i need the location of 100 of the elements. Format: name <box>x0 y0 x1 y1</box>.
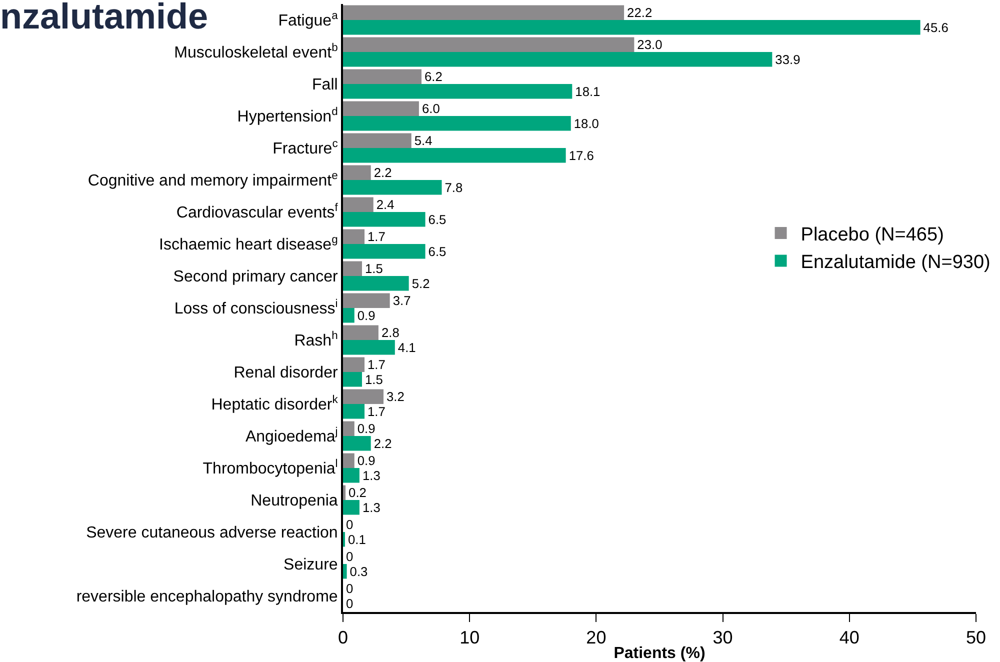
bar <box>343 564 347 579</box>
data-label: 2.2 <box>374 165 392 180</box>
data-label: 0.2 <box>348 485 366 500</box>
bar <box>343 325 378 340</box>
bar <box>343 244 426 259</box>
bar <box>343 293 390 308</box>
data-label: 1.7 <box>368 404 386 419</box>
data-label: 1.5 <box>364 372 383 387</box>
y-tick-label: Renal disorder <box>234 364 338 382</box>
y-tick-label: Cardiovascular events$^{f}$ <box>176 202 339 222</box>
legend-label: Enzalutamide (N=930) <box>800 252 990 274</box>
data-label: 2.4 <box>376 197 394 212</box>
y-tick-label: Second primary cancer <box>173 268 338 286</box>
y-tick-label: Neutropenia <box>250 492 338 510</box>
bar <box>343 197 374 212</box>
y-tick-label: Severe cutaneous adverse reaction <box>86 524 338 542</box>
data-label: 5.2 <box>412 276 430 291</box>
y-tick-label: Ischaemic heart disease$^{g}$ <box>159 234 338 254</box>
x-tick-label: 10 <box>460 628 480 648</box>
y-tick-label: Loss of consciousness$^{i}$ <box>174 298 338 318</box>
x-tick-label: 0 <box>338 628 348 648</box>
bar <box>343 261 362 276</box>
bar <box>343 404 365 419</box>
data-label: 0.1 <box>348 532 366 547</box>
data-label: 22.2 <box>627 5 652 20</box>
bar <box>343 485 346 500</box>
y-tick-label: Hypertension$^{d}$ <box>237 106 338 126</box>
bar <box>343 84 572 99</box>
y-tick-label: Musculoskeletal event$^{b}$ <box>174 42 338 62</box>
bar <box>343 52 772 67</box>
data-label: 1.3 <box>362 500 380 515</box>
bar <box>343 372 362 387</box>
bar <box>343 165 371 180</box>
bar <box>343 69 422 84</box>
x-tick-label: 20 <box>586 628 606 648</box>
data-label: 1.7 <box>368 357 386 372</box>
y-tick-label: Heptatic disorder$^{k}$ <box>211 394 338 414</box>
y-tick-label: reversible encephalopathy syndrome <box>76 588 338 606</box>
bar <box>343 436 371 451</box>
y-tick-label: Fracture$^{c}$ <box>272 138 338 158</box>
data-label: 6.5 <box>428 244 446 259</box>
data-label: 0 <box>346 581 354 596</box>
bar <box>343 468 360 483</box>
data-label: 0 <box>346 549 354 564</box>
data-label: 3.7 <box>392 293 411 308</box>
bar <box>343 5 624 20</box>
data-label: 1.7 <box>368 229 386 244</box>
data-label: 2.2 <box>374 436 392 451</box>
bar <box>343 357 365 372</box>
data-label: 1.5 <box>364 261 383 276</box>
bar <box>343 421 354 436</box>
data-label: 3.2 <box>386 389 404 404</box>
bar <box>343 276 409 291</box>
bar <box>343 116 571 131</box>
data-label: 4.1 <box>398 340 416 355</box>
data-label: 0.3 <box>350 564 368 579</box>
data-label: 45.6 <box>923 20 948 35</box>
x-tick-label: 30 <box>712 628 733 648</box>
y-tick-label: Cognitive and memory impairment$^{e}$ <box>88 170 338 190</box>
y-tick-label: Thrombocytopenia$^{l}$ <box>202 458 338 478</box>
y-tick-label: Rash$^{h}$ <box>294 330 338 350</box>
bar <box>343 229 365 244</box>
data-label: 23.0 <box>637 37 662 52</box>
data-label: 6.5 <box>428 212 446 227</box>
data-label: 6.2 <box>424 69 442 84</box>
data-label: 18.1 <box>575 84 600 99</box>
chart-title: nzalutamide <box>0 0 208 37</box>
bar <box>343 340 395 355</box>
x-tick-label: 40 <box>839 628 860 648</box>
y-tick-label: Seizure <box>284 556 338 574</box>
data-label: 6.0 <box>422 101 440 116</box>
data-label: 2.8 <box>381 325 400 340</box>
bar <box>343 37 634 52</box>
data-label: 0 <box>346 517 354 532</box>
x-axis-title: Patients (%) <box>614 645 706 662</box>
y-tick-label: Angioedema$^{j}$ <box>245 426 338 446</box>
data-label: 1.3 <box>362 468 380 483</box>
bar <box>343 20 920 35</box>
bar <box>343 180 442 195</box>
bar <box>343 389 384 404</box>
bar <box>343 212 426 227</box>
data-label: 0 <box>346 596 354 611</box>
y-tick-label: Fatigue$^{a}$ <box>278 10 339 30</box>
data-label: 17.6 <box>568 148 594 163</box>
x-tick-label: 50 <box>966 628 986 648</box>
data-label: 33.9 <box>775 52 800 67</box>
data-label: 0.9 <box>357 453 376 468</box>
data-label: 0.9 <box>357 421 376 436</box>
data-label: 18.0 <box>574 116 599 131</box>
bar <box>343 101 419 116</box>
bar <box>343 500 360 515</box>
bar <box>343 133 412 148</box>
data-label: 7.8 <box>444 180 463 195</box>
bar <box>343 148 566 163</box>
legend-label: Placebo (N=465) <box>800 224 944 246</box>
data-label: 0.9 <box>357 308 376 323</box>
data-label: 5.4 <box>414 133 432 148</box>
y-tick-label: Fall <box>312 76 338 94</box>
bar <box>343 453 354 468</box>
bar <box>343 308 354 323</box>
